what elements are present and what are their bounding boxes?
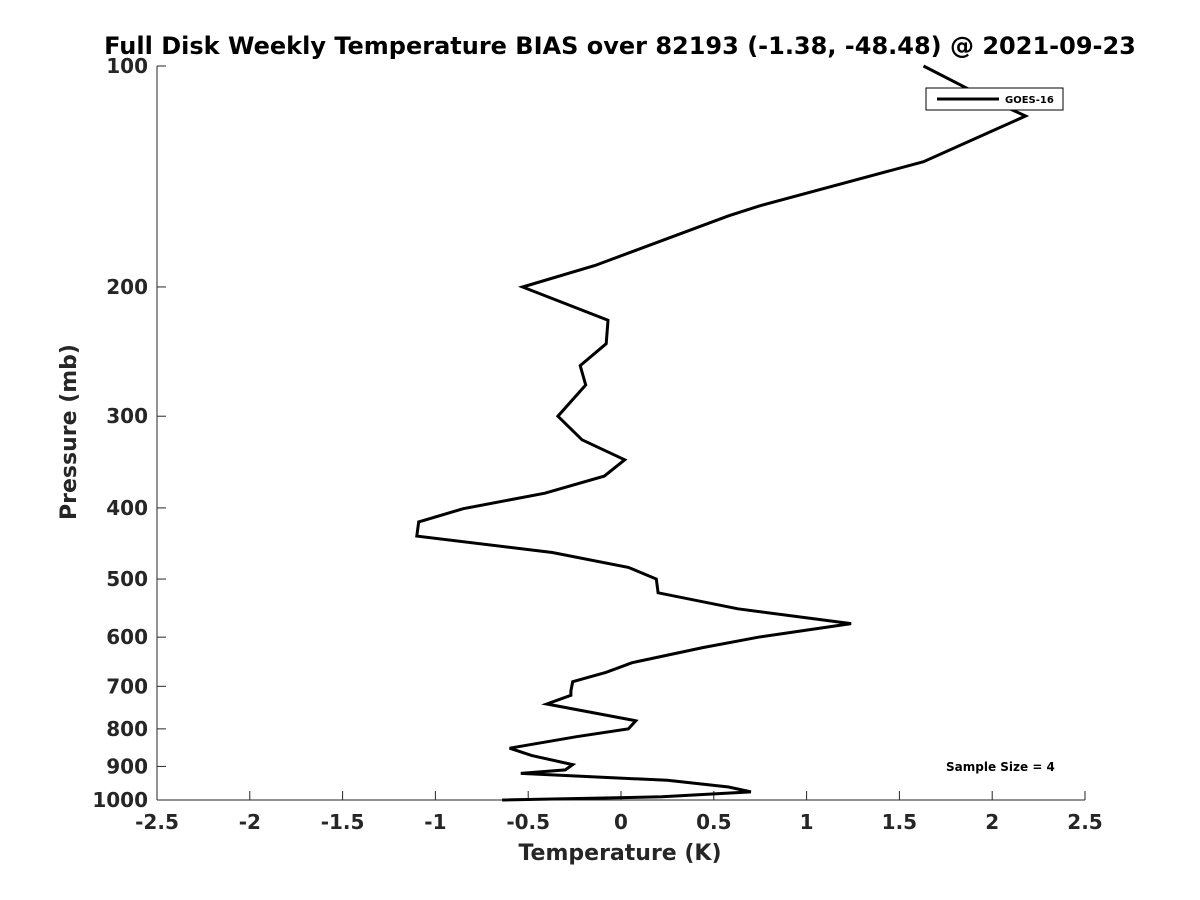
y-tick-label: 100 [106,54,148,78]
y-axis-ticks: 100 200 300 400 500 600 700 800 900 1000 [92,54,166,812]
x-axis-ticks: -2.5 -2 -1.5 -1 -0.5 0 0.5 1 1.5 2 2.5 [135,791,1103,834]
x-tick-label: 2 [985,810,999,834]
y-tick-label: 1000 [92,788,148,812]
x-tick-label: 0 [614,810,628,834]
x-tick-label: 2.5 [1067,810,1102,834]
x-tick-label: -2 [239,810,261,834]
y-tick-label: 600 [106,625,148,649]
legend: GOES-16 [925,87,1064,111]
x-tick-label: -0.5 [506,810,550,834]
x-tick-label: 0.5 [696,810,731,834]
x-axis-label: Temperature (K) [518,841,721,866]
y-tick-label: 700 [106,674,148,698]
sample-size-annotation: Sample Size = 4 [946,760,1055,774]
y-axis-label: Pressure (mb) [57,344,82,520]
y-tick-label: 500 [106,567,148,591]
x-tick-label: -1.5 [321,810,365,834]
y-tick-label: 200 [106,275,148,299]
series-line-goes-16 [415,64,1030,802]
y-tick-label: 300 [106,404,148,428]
y-tick-label: 400 [106,496,148,520]
x-tick-label: -2.5 [135,810,179,834]
series-layer [415,64,1030,802]
y-tick-label: 800 [106,717,148,741]
x-tick-label: -1 [424,810,446,834]
chart-title: Full Disk Weekly Temperature BIAS over 8… [104,32,1136,60]
y-tick-label: 900 [106,754,148,778]
legend-label-goes-16: GOES-16 [1005,95,1054,106]
x-tick-label: 1 [800,810,814,834]
x-tick-label: 1.5 [882,810,917,834]
